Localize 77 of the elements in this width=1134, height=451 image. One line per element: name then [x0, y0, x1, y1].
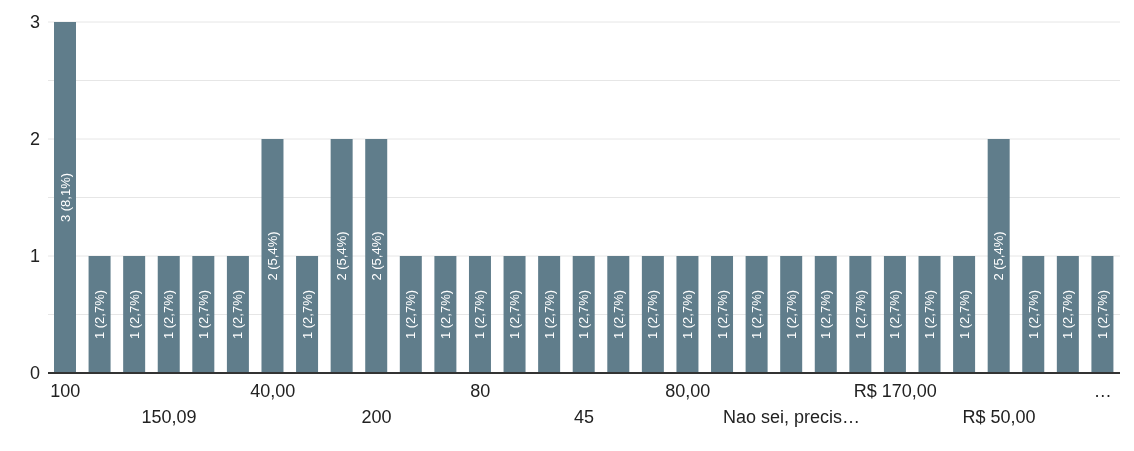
bar	[226, 256, 249, 373]
data-label: 1 (2,7%)	[679, 289, 695, 340]
bar	[54, 22, 76, 373]
bar	[918, 256, 941, 373]
bar	[1022, 256, 1045, 373]
y-tick-label: 1	[29, 246, 40, 267]
x-tick-label: R$ 170,00	[853, 381, 937, 401]
data-label: 1 (2,7%)	[818, 289, 834, 340]
bar	[745, 256, 768, 373]
bar	[987, 139, 1010, 373]
bar	[296, 256, 319, 373]
bar	[503, 256, 526, 373]
bar	[88, 256, 111, 373]
bar	[883, 256, 906, 373]
data-label: 1 (2,7%)	[161, 289, 177, 340]
bar	[607, 256, 630, 373]
bar	[780, 256, 803, 373]
data-label: 2 (5,4%)	[334, 231, 350, 281]
bar	[192, 256, 215, 373]
data-label: 1 (2,7%)	[956, 289, 972, 340]
data-label: 1 (2,7%)	[714, 289, 730, 340]
x-tick-label: 45	[573, 407, 595, 427]
x-tick-label: 80,00	[665, 381, 711, 401]
x-tick-label: R$ 50,00	[962, 407, 1036, 427]
bar	[365, 139, 388, 373]
x-tick-label: 80	[470, 381, 491, 401]
data-label: 1 (2,7%)	[749, 289, 765, 340]
data-label: 3 (8,1%)	[57, 172, 73, 223]
x-tick-label: 40,00	[250, 381, 296, 401]
data-label: 1 (2,7%)	[437, 289, 453, 340]
data-label: 1 (2,7%)	[576, 289, 592, 340]
data-label: 1 (2,7%)	[299, 289, 315, 340]
bar	[849, 256, 872, 373]
data-label: 1 (2,7%)	[472, 289, 488, 340]
data-label: 1 (2,7%)	[922, 289, 938, 340]
data-label: 1 (2,7%)	[1060, 289, 1076, 340]
y-tick-label: 2	[29, 129, 40, 150]
data-label: 1 (2,7%)	[783, 289, 799, 340]
bar	[468, 256, 491, 373]
data-label: 1 (2,7%)	[230, 289, 246, 340]
data-label: 2 (5,4%)	[991, 231, 1007, 281]
bar	[1056, 256, 1079, 373]
data-label: 1 (2,7%)	[126, 289, 142, 340]
bar	[157, 256, 180, 373]
data-label: 1 (2,7%)	[195, 289, 211, 340]
bar	[572, 256, 595, 373]
bar	[261, 139, 284, 373]
y-tick-label: 3	[29, 12, 40, 33]
data-label: 1 (2,7%)	[887, 289, 903, 340]
bar	[676, 256, 699, 373]
data-label: 2 (5,4%)	[368, 231, 384, 281]
data-label: 1 (2,7%)	[92, 289, 108, 340]
bar	[538, 256, 561, 373]
data-label: 1 (2,7%)	[852, 289, 868, 340]
bar	[330, 139, 353, 373]
bar	[123, 256, 146, 373]
data-label: 1 (2,7%)	[507, 289, 523, 340]
data-label: 1 (2,7%)	[403, 289, 419, 340]
bar	[953, 256, 976, 373]
data-label: 1 (2,7%)	[645, 289, 661, 340]
data-label: 1 (2,7%)	[610, 289, 626, 340]
bar	[399, 256, 422, 373]
bar	[1091, 256, 1114, 373]
x-tick-label: …	[1093, 381, 1112, 401]
x-tick-label: 100	[50, 381, 81, 401]
data-label: 1 (2,7%)	[541, 289, 557, 340]
data-label: 1 (2,7%)	[1094, 289, 1110, 340]
data-label: 2 (5,4%)	[264, 231, 280, 281]
bar	[814, 256, 837, 373]
x-tick-label: Nao sei, precis…	[722, 407, 861, 427]
bar	[434, 256, 457, 373]
data-label: 1 (2,7%)	[1025, 289, 1041, 340]
x-tick-label: 200	[361, 407, 392, 427]
y-tick-label: 0	[29, 363, 40, 384]
bar	[641, 256, 664, 373]
bar	[711, 256, 734, 373]
x-tick-label: 150,09	[141, 407, 197, 427]
